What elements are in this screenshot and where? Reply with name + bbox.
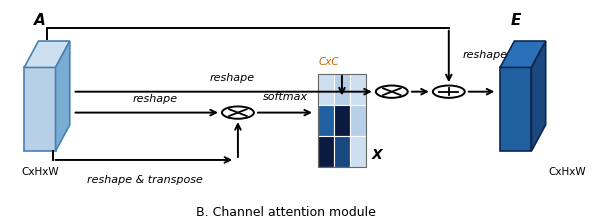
Text: reshape: reshape — [210, 73, 255, 83]
Text: B. Channel attention module: B. Channel attention module — [197, 206, 377, 219]
Text: X: X — [372, 148, 382, 162]
Polygon shape — [532, 41, 546, 151]
Bar — [350, 74, 366, 105]
Bar — [318, 74, 334, 105]
Polygon shape — [500, 41, 546, 67]
Polygon shape — [24, 67, 56, 151]
Bar — [318, 105, 334, 136]
Polygon shape — [500, 67, 532, 151]
Text: CxHxW: CxHxW — [21, 167, 59, 177]
Bar — [350, 136, 366, 167]
Bar — [318, 74, 366, 167]
Bar — [334, 74, 350, 105]
Text: CxHxW: CxHxW — [549, 167, 586, 177]
Text: reshape & transpose: reshape & transpose — [88, 175, 203, 185]
Text: reshape: reshape — [133, 94, 178, 104]
Text: CxC: CxC — [319, 58, 339, 67]
Text: softmax: softmax — [263, 92, 308, 102]
Bar — [334, 136, 350, 167]
Polygon shape — [24, 41, 70, 67]
Text: A: A — [34, 13, 46, 28]
Bar — [350, 105, 366, 136]
Circle shape — [222, 106, 254, 119]
Polygon shape — [56, 41, 70, 151]
Circle shape — [433, 85, 465, 98]
Bar — [318, 136, 334, 167]
Circle shape — [376, 85, 408, 98]
Bar — [334, 105, 350, 136]
Text: reshape: reshape — [463, 50, 508, 60]
Text: E: E — [510, 13, 521, 28]
